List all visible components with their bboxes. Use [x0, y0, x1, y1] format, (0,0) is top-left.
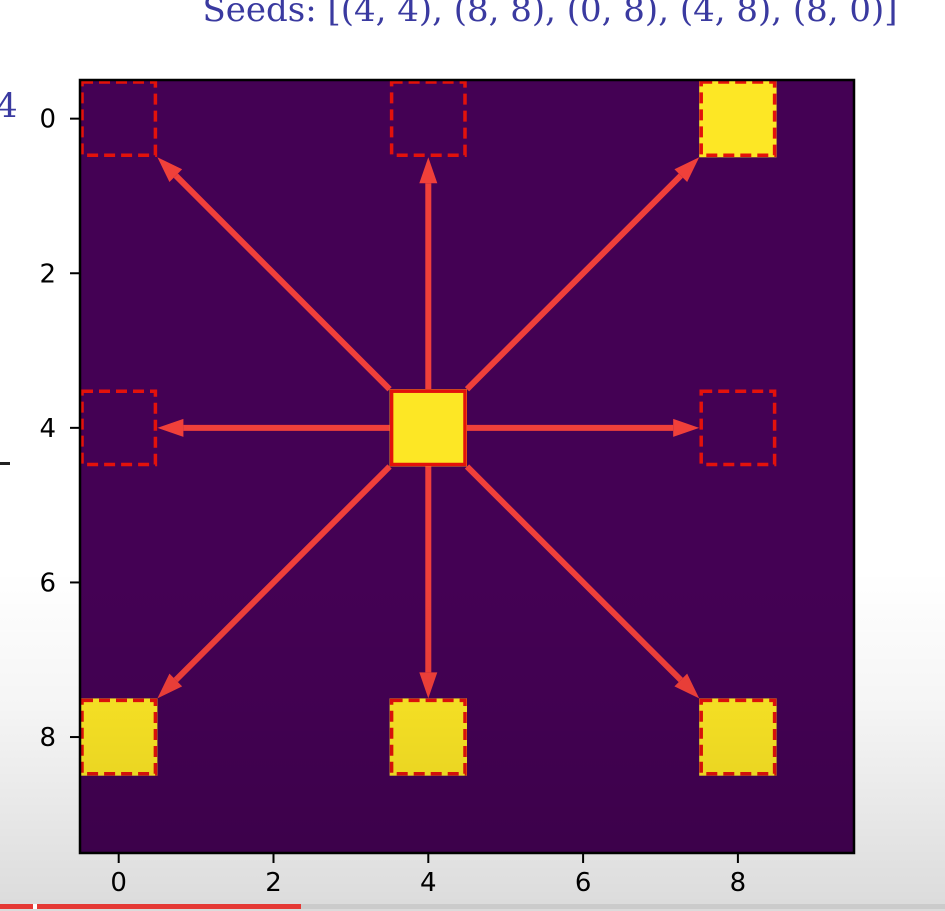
- filled-cell-8-0: [699, 80, 777, 158]
- chart-title: Seeds: [(4, 4), (8, 8), (0, 8), (4, 8), …: [202, 0, 898, 30]
- y-tick-label-6: 6: [39, 568, 56, 598]
- neighbor-outline-0-4: [80, 389, 158, 467]
- arrow-to-8-0: [464, 157, 700, 392]
- axes-frame: [78, 78, 856, 855]
- arrow-to-0-0: [157, 157, 392, 392]
- filled-cell-0-8: [80, 698, 158, 776]
- x-tick-label-2: 2: [265, 868, 282, 898]
- cell-outline-4-4: [389, 389, 467, 467]
- filled-cell-8-8: [699, 698, 777, 776]
- y-tick-label-2: 2: [39, 259, 56, 289]
- y-tick-label-0: 0: [39, 105, 56, 135]
- y-tick-label-8: 8: [39, 723, 56, 753]
- cell-outline-0-8: [80, 698, 158, 776]
- arrow-to-0-8: [157, 464, 392, 699]
- neighbor-outline-8-4: [699, 389, 777, 467]
- y-tick-label-4: 4: [39, 414, 56, 444]
- x-tick-label-8: 8: [730, 868, 747, 898]
- x-tick-label-4: 4: [420, 868, 437, 898]
- video-progress-chapter-gap: [33, 904, 37, 909]
- cropped-edge-label: 4: [0, 86, 18, 126]
- x-tick-label-0: 0: [110, 868, 127, 898]
- cropped-edge-tick: [0, 462, 10, 465]
- arrow-to-0-4: [157, 418, 390, 437]
- arrow-to-4-8: [419, 466, 438, 699]
- video-progress-bar[interactable]: [0, 904, 945, 909]
- cell-outline-8-8: [699, 698, 777, 776]
- neighbor-outline-0-0: [80, 80, 158, 158]
- video-progress-fill: [0, 904, 301, 909]
- filled-cell-4-8: [389, 698, 467, 776]
- neighbor-outline-4-0: [389, 80, 467, 158]
- cell-outline-8-0: [699, 80, 777, 158]
- arrow-to-8-4: [467, 418, 700, 437]
- cell-outline-4-8: [389, 698, 467, 776]
- x-tick-label-6: 6: [575, 868, 592, 898]
- filled-cell-4-4: [389, 389, 467, 467]
- arrow-to-8-8: [464, 464, 700, 699]
- arrow-to-4-0: [419, 157, 438, 390]
